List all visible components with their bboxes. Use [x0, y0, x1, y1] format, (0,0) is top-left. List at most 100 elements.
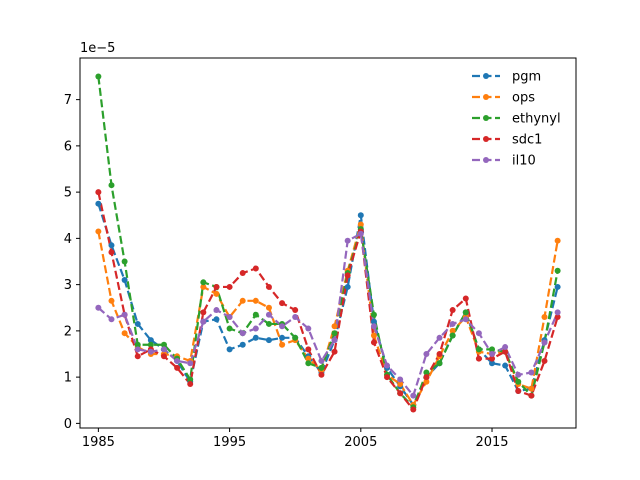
- data-point-sdc1: [384, 374, 391, 381]
- legend-label-pgm: pgm: [512, 70, 541, 85]
- data-point-il10: [147, 348, 154, 355]
- data-point-sdc1: [265, 283, 272, 290]
- x-tick-label: 2005: [344, 435, 377, 450]
- data-point-pgm: [239, 341, 246, 348]
- x-axis: 1985 1995 2005 2015: [82, 428, 509, 450]
- data-point-ops: [541, 314, 548, 320]
- data-point-sdc1: [226, 283, 233, 290]
- data-point-ops: [200, 283, 207, 290]
- data-point-ethynyl: [147, 341, 154, 348]
- legend-swatch-marker: [483, 115, 489, 121]
- data-point-sdc1: [187, 381, 194, 388]
- data-point-ethynyl: [554, 267, 561, 274]
- data-point-il10: [318, 357, 325, 364]
- data-point-il10: [462, 316, 469, 323]
- data-point-il10: [95, 304, 102, 311]
- data-point-sdc1: [515, 388, 522, 394]
- data-point-il10: [423, 351, 430, 357]
- data-point-il10: [357, 230, 364, 237]
- data-point-ops: [213, 290, 220, 297]
- data-point-sdc1: [397, 390, 404, 397]
- legend-label-ops: ops: [512, 91, 535, 106]
- data-point-il10: [384, 362, 391, 369]
- data-point-ethynyl: [331, 330, 338, 337]
- data-point-ops: [397, 381, 404, 388]
- data-point-ethynyl: [292, 334, 299, 341]
- data-point-sdc1: [239, 270, 246, 277]
- y-axis: 0 1 2 3 4 5 6 7: [64, 93, 80, 432]
- data-point-sdc1: [423, 374, 430, 381]
- series-line-il10: [97, 232, 559, 397]
- series-line-ops: [97, 223, 559, 406]
- data-point-ethynyl: [187, 376, 194, 383]
- data-point-il10: [436, 334, 443, 341]
- data-point-pgm: [502, 362, 509, 369]
- data-point-sdc1: [108, 249, 115, 256]
- data-point-il10: [397, 376, 404, 383]
- data-point-ethynyl: [305, 360, 312, 367]
- data-point-pgm: [344, 283, 351, 290]
- data-point-il10: [515, 371, 522, 378]
- data-point-il10: [331, 337, 338, 344]
- data-point-sdc1: [449, 307, 456, 314]
- y-tick-label: 5: [64, 186, 72, 201]
- series-lines: [97, 76, 559, 411]
- data-point-ethynyl: [462, 309, 469, 316]
- data-point-ops: [95, 228, 102, 235]
- data-point-ops: [423, 378, 430, 385]
- data-point-pgm: [213, 316, 220, 323]
- data-point-sdc1: [213, 283, 220, 290]
- data-point-il10: [554, 309, 561, 316]
- legend-swatch-marker: [483, 94, 489, 100]
- data-point-pgm: [121, 277, 128, 283]
- data-point-sdc1: [370, 339, 377, 346]
- data-point-il10: [475, 330, 482, 337]
- data-point-il10: [108, 316, 115, 323]
- data-point-il10: [370, 323, 377, 330]
- data-point-il10: [279, 323, 286, 330]
- data-point-ops: [357, 221, 364, 228]
- data-point-sdc1: [554, 314, 561, 320]
- data-point-sdc1: [436, 351, 443, 357]
- data-point-il10: [226, 314, 233, 320]
- data-point-il10: [252, 325, 259, 332]
- data-point-pgm: [252, 334, 259, 341]
- data-point-ethynyl: [515, 378, 522, 385]
- data-point-ethynyl: [108, 182, 115, 189]
- data-point-ops: [370, 332, 377, 339]
- data-point-sdc1: [475, 355, 482, 362]
- data-point-ops: [279, 341, 286, 348]
- data-point-sdc1: [318, 371, 325, 378]
- data-point-ethynyl: [95, 73, 102, 80]
- data-point-ethynyl: [226, 325, 233, 332]
- data-point-il10: [121, 311, 128, 318]
- x-tick-label: 1985: [82, 435, 115, 450]
- data-point-sdc1: [305, 346, 312, 353]
- data-point-ethynyl: [423, 369, 430, 376]
- data-point-ethynyl: [121, 258, 128, 265]
- legend-label-ethynyl: ethynyl: [512, 112, 561, 127]
- data-point-sdc1: [541, 357, 548, 364]
- data-point-il10: [265, 311, 272, 318]
- data-point-il10: [410, 392, 417, 399]
- data-point-ethynyl: [265, 320, 272, 327]
- data-point-ethynyl: [318, 364, 325, 371]
- data-point-il10: [200, 318, 207, 325]
- y-tick-label: 3: [64, 278, 72, 293]
- legend-swatch-marker: [483, 157, 489, 163]
- data-point-sdc1: [528, 392, 535, 399]
- data-point-il10: [449, 320, 456, 327]
- y-tick-label: 0: [64, 417, 72, 432]
- x-tick-label: 1995: [213, 435, 246, 450]
- data-point-sdc1: [344, 272, 351, 279]
- data-point-sdc1: [489, 355, 496, 362]
- data-point-sdc1: [174, 364, 181, 371]
- y-tick-label: 7: [64, 93, 72, 108]
- legend-label-sdc1: sdc1: [512, 133, 542, 148]
- data-point-sdc1: [134, 353, 141, 360]
- data-point-pgm: [554, 283, 561, 290]
- data-point-il10: [239, 330, 246, 337]
- data-point-sdc1: [410, 406, 417, 413]
- data-point-ethynyl: [370, 311, 377, 318]
- plot-area: [79, 57, 577, 429]
